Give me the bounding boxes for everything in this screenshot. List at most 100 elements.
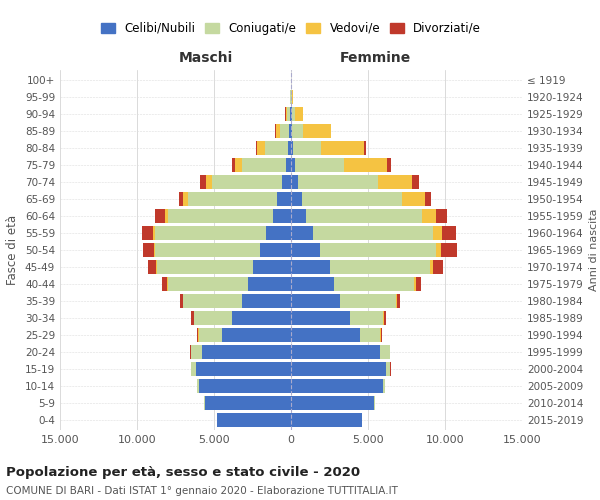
Bar <box>200 175 206 190</box>
Bar <box>199 328 222 342</box>
Bar <box>442 226 456 240</box>
Bar <box>287 107 290 122</box>
Bar <box>265 141 288 156</box>
Bar <box>275 124 280 138</box>
Bar <box>386 362 391 376</box>
Bar <box>291 158 295 172</box>
Bar <box>156 260 157 274</box>
Bar <box>295 107 303 122</box>
Bar <box>291 276 334 291</box>
Bar <box>364 141 365 156</box>
Bar <box>380 328 382 342</box>
Bar <box>430 260 433 274</box>
Bar <box>188 192 277 206</box>
Bar <box>291 310 350 325</box>
Bar <box>374 396 375 410</box>
Bar <box>380 344 389 359</box>
Bar <box>402 192 425 206</box>
Legend: Celibi/Nubili, Coniugati/e, Vedovi/e, Divorziati/e: Celibi/Nubili, Coniugati/e, Vedovi/e, Di… <box>101 22 481 35</box>
Bar <box>266 226 291 240</box>
Bar <box>154 243 155 257</box>
Bar <box>148 260 156 274</box>
Bar <box>320 243 436 257</box>
Bar <box>291 362 386 376</box>
Bar <box>222 328 291 342</box>
Bar <box>196 362 291 376</box>
Bar <box>293 141 321 156</box>
Bar <box>165 209 168 224</box>
Bar <box>292 107 295 122</box>
Bar <box>412 175 419 190</box>
Y-axis label: Anni di nascita: Anni di nascita <box>589 209 599 291</box>
Bar <box>291 396 374 410</box>
Bar <box>205 396 291 410</box>
Bar <box>334 276 414 291</box>
Bar <box>212 175 282 190</box>
Bar <box>183 192 188 206</box>
Bar <box>202 344 291 359</box>
Bar <box>291 226 313 240</box>
Bar <box>397 294 400 308</box>
Bar <box>289 124 291 138</box>
Bar <box>433 260 443 274</box>
Bar <box>291 260 329 274</box>
Bar <box>321 141 364 156</box>
Bar <box>291 294 340 308</box>
Bar <box>422 209 436 224</box>
Bar <box>383 378 385 393</box>
Bar <box>387 158 391 172</box>
Bar <box>291 243 320 257</box>
Bar <box>396 294 397 308</box>
Bar <box>291 192 302 206</box>
Bar <box>280 124 289 138</box>
Bar <box>155 226 266 240</box>
Bar <box>197 328 199 342</box>
Bar <box>217 412 291 427</box>
Bar <box>143 243 154 257</box>
Bar <box>168 276 248 291</box>
Bar <box>286 107 287 122</box>
Bar <box>340 294 396 308</box>
Bar <box>191 344 202 359</box>
Bar <box>204 396 205 410</box>
Bar <box>425 192 431 206</box>
Bar <box>436 209 446 224</box>
Bar <box>272 209 291 224</box>
Bar <box>344 158 387 172</box>
Bar <box>290 107 291 122</box>
Bar <box>179 294 183 308</box>
Bar <box>329 260 430 274</box>
Bar <box>291 209 307 224</box>
Bar <box>416 276 421 291</box>
Bar <box>295 158 344 172</box>
Bar <box>191 362 196 376</box>
Bar <box>242 294 291 308</box>
Bar <box>414 276 416 291</box>
Bar <box>232 310 291 325</box>
Bar <box>292 90 293 104</box>
Bar <box>378 175 412 190</box>
Bar <box>153 226 155 240</box>
Bar <box>282 175 291 190</box>
Bar <box>235 158 242 172</box>
Bar <box>433 226 442 240</box>
Bar <box>155 209 165 224</box>
Bar <box>155 243 260 257</box>
Bar <box>441 243 457 257</box>
Text: Popolazione per età, sesso e stato civile - 2020: Popolazione per età, sesso e stato civil… <box>6 466 360 479</box>
Bar <box>142 226 153 240</box>
Bar <box>199 378 291 393</box>
Text: Femmine: Femmine <box>340 51 412 65</box>
Bar <box>206 175 212 190</box>
Bar <box>179 192 183 206</box>
Bar <box>253 260 291 274</box>
Bar <box>291 124 292 138</box>
Text: COMUNE DI BARI - Dati ISTAT 1° gennaio 2020 - Elaborazione TUTTITALIA.IT: COMUNE DI BARI - Dati ISTAT 1° gennaio 2… <box>6 486 398 496</box>
Bar <box>248 276 291 291</box>
Bar <box>183 294 242 308</box>
Bar <box>286 158 291 172</box>
Bar <box>303 124 331 138</box>
Bar <box>360 328 380 342</box>
Bar <box>291 175 298 190</box>
Bar <box>191 310 194 325</box>
